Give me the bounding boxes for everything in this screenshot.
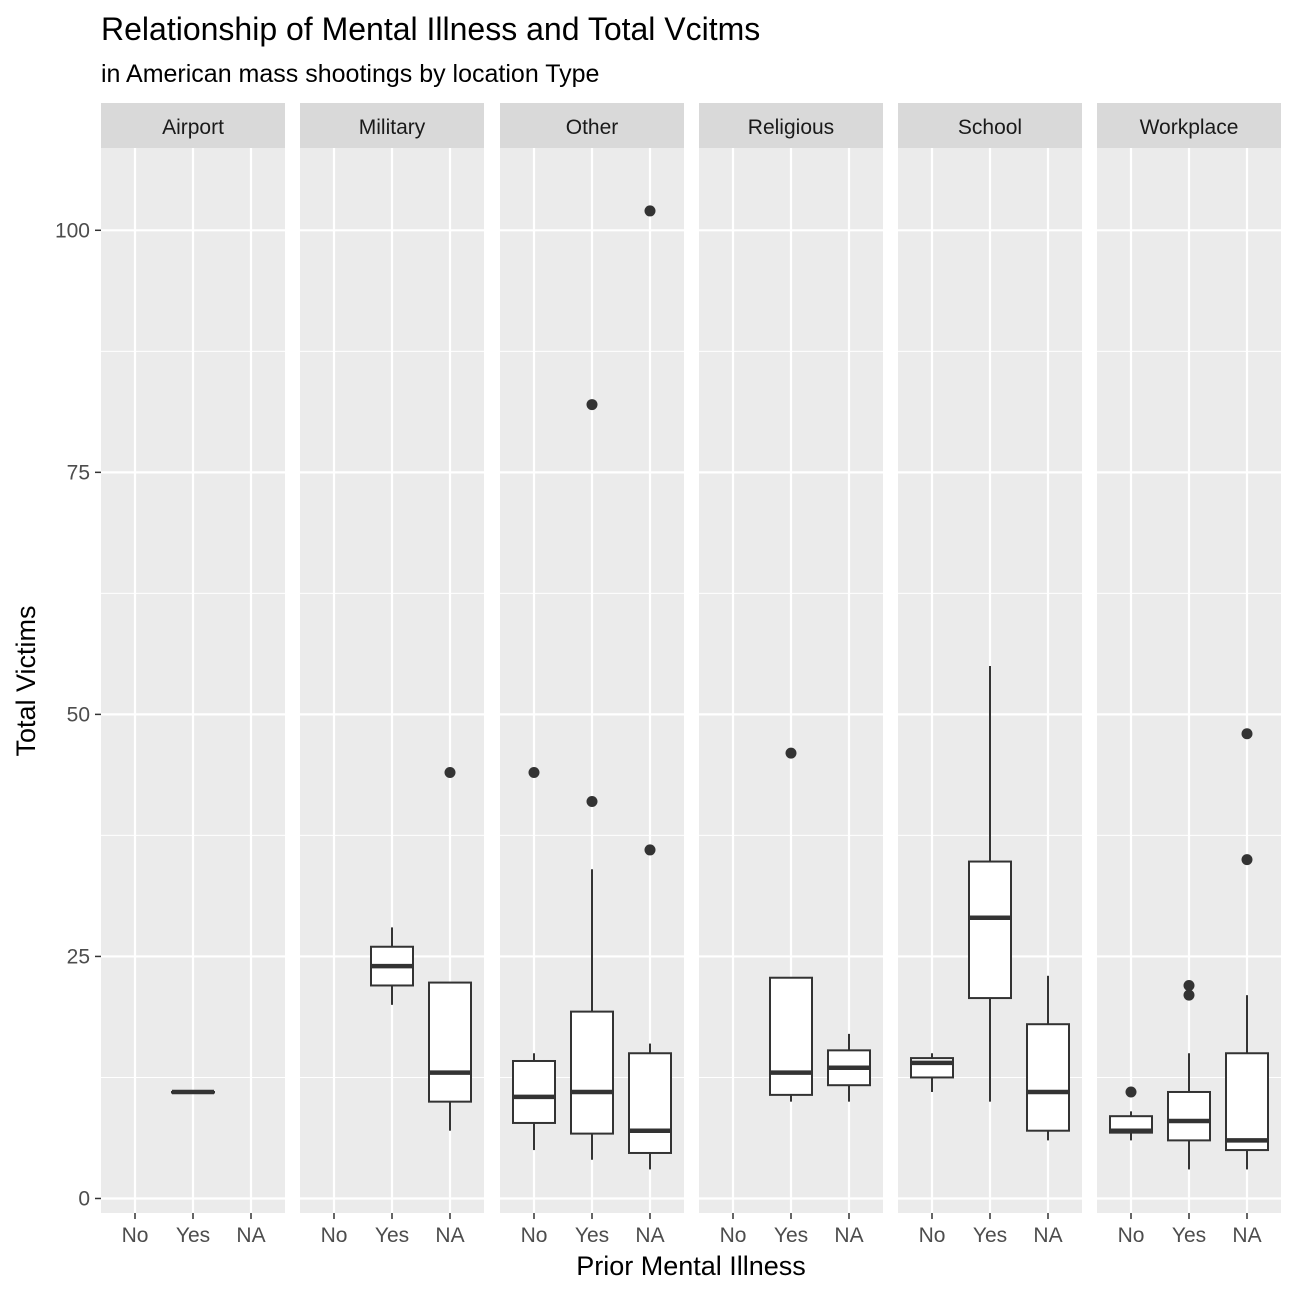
chart-title: Relationship of Mental Illness and Total…	[101, 11, 760, 47]
y-axis: 0 25 50 75 100	[55, 219, 101, 1210]
x-tick-label: NA	[236, 1224, 265, 1247]
outlier-point	[1125, 1086, 1137, 1098]
outlier-point	[785, 747, 797, 759]
facet-strip	[300, 103, 484, 148]
facet-religious: Religious No Yes NA	[699, 103, 883, 1247]
x-tick-label: Yes	[575, 1224, 609, 1247]
boxplot-yes	[171, 1089, 215, 1095]
x-tick-label: No	[321, 1224, 348, 1247]
boxplot-na	[827, 1033, 871, 1102]
facet-strip	[699, 103, 883, 148]
facet-strip-label: Airport	[162, 116, 224, 139]
x-tick-label: No	[122, 1224, 149, 1247]
facet-strip	[898, 103, 1082, 148]
outlier-point	[1183, 989, 1195, 1001]
x-tick-label: Yes	[973, 1224, 1007, 1247]
x-tick-label: NA	[635, 1224, 664, 1247]
box-iqr	[1225, 1052, 1269, 1152]
facet-airport: Airport No Yes NA	[101, 103, 285, 1247]
facet-strip-label: School	[958, 116, 1022, 139]
y-tick-label: 0	[78, 1187, 90, 1210]
outlier-point	[586, 399, 598, 411]
x-tick-label: No	[720, 1224, 747, 1247]
box-iqr	[570, 1010, 614, 1135]
facet-other: Other No Yes NA	[500, 103, 684, 1247]
x-tick-label: NA	[1033, 1224, 1062, 1247]
boxplot-na	[428, 766, 472, 1131]
x-tick-label: No	[919, 1224, 946, 1247]
outlier-point	[1241, 728, 1253, 740]
boxplot-na	[628, 205, 672, 1170]
outlier-point	[1241, 854, 1253, 866]
x-tick-label: NA	[435, 1224, 464, 1247]
y-tick-label: 25	[67, 945, 90, 968]
facet-workplace: Workplace No Yes NA	[1097, 103, 1281, 1247]
box-iqr	[968, 860, 1012, 1000]
y-axis-title: Total Victims	[11, 605, 41, 756]
facet-strip-label: Other	[566, 116, 619, 139]
facet-strip	[500, 103, 684, 148]
facet-strip-label: Religious	[748, 116, 834, 139]
facet-panels: Airport No Yes NA Military No Yes NA Other No Yes N…	[101, 103, 1281, 1247]
y-tick-label: 50	[67, 703, 90, 726]
box-iqr	[769, 976, 813, 1096]
box-iqr	[1167, 1090, 1211, 1142]
outlier-point	[528, 766, 540, 778]
outlier-point	[586, 796, 598, 808]
boxplot-na	[1026, 975, 1070, 1141]
box-iqr	[628, 1052, 672, 1154]
box-iqr	[428, 981, 472, 1103]
y-tick-label: 100	[55, 219, 90, 242]
facet-strip-label: Workplace	[1140, 116, 1239, 139]
x-tick-label: Yes	[1172, 1224, 1206, 1247]
boxplot-no	[910, 1053, 954, 1092]
x-tick-label: No	[1118, 1224, 1145, 1247]
x-tick-label: Yes	[176, 1224, 210, 1247]
x-tick-label: No	[521, 1224, 548, 1247]
boxplot-yes	[370, 927, 414, 1005]
boxplot-na	[1225, 728, 1269, 1170]
outlier-point	[644, 844, 656, 856]
box-iqr	[512, 1059, 556, 1124]
facet-military: Military No Yes NA	[300, 103, 484, 1247]
boxplot-yes	[1167, 979, 1211, 1170]
outlier-point	[1183, 979, 1195, 991]
boxplot-yes	[968, 665, 1012, 1102]
y-tick-label: 75	[67, 461, 90, 484]
facet-strip	[101, 103, 285, 148]
x-tick-label: Yes	[774, 1224, 808, 1247]
chart-subtitle: in American mass shootings by location T…	[101, 60, 599, 88]
facet-strip	[1097, 103, 1281, 148]
x-axis-title: Prior Mental Illness	[576, 1251, 806, 1281]
boxplot-no	[512, 766, 556, 1151]
x-tick-label: Yes	[375, 1224, 409, 1247]
box-iqr	[1026, 1023, 1070, 1132]
outlier-point	[444, 766, 456, 778]
x-tick-label: NA	[1232, 1224, 1261, 1247]
x-tick-label: NA	[834, 1224, 863, 1247]
facet-school: School No Yes NA	[898, 103, 1082, 1247]
boxplot-yes	[769, 747, 813, 1102]
outlier-point	[644, 205, 656, 217]
facet-strip-label: Military	[359, 116, 426, 139]
boxplot-no	[1109, 1086, 1153, 1141]
boxplot-yes	[570, 399, 614, 1160]
